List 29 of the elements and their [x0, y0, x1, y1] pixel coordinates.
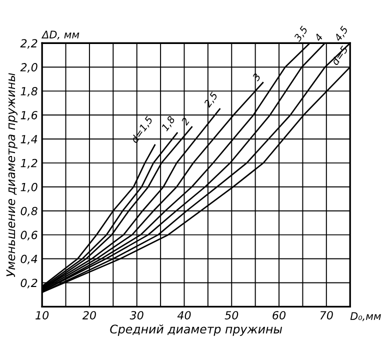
y-tick-label: 0,2 [20, 278, 38, 288]
text: 3 [252, 72, 262, 82]
text: 3,5 [293, 26, 309, 43]
text: ΔD, мм [41, 30, 80, 40]
x-tick-label: 20 [82, 311, 96, 320]
y-tick-label: 0,4 [20, 254, 38, 264]
y-tick-label: 0,6 [20, 230, 38, 240]
x-axis-title: Средний диаметр пружины [110, 324, 282, 336]
x-tick-label: 60 [272, 311, 286, 320]
x-tick-label: 70 [320, 311, 333, 320]
x-tick-label: 10 [36, 311, 49, 320]
y-tick-label: 0,8 [20, 206, 38, 216]
text: D₀,мм [350, 312, 381, 322]
text: 2 [180, 117, 190, 126]
y-tick-label: 1,8 [20, 87, 38, 97]
x-tick-label: 50 [224, 311, 238, 320]
y-tick-label: 1,2 [20, 158, 38, 168]
y-axis-title: Уменьшение диаметра пружины [6, 73, 18, 277]
y-tick-label: 1,0 [20, 182, 38, 192]
y-tick-label: 1,4 [20, 135, 38, 144]
y-tick-label: 1,6 [20, 110, 38, 121]
x-tick-label: 40 [177, 311, 191, 320]
text: 2,5 [203, 91, 219, 108]
x-tick-label: 30 [130, 311, 144, 320]
y-tick-label: 2,2 [20, 39, 38, 49]
text: 4 [314, 33, 323, 42]
y-tick-label: 2,0 [20, 63, 38, 73]
text: 1,8 [160, 115, 176, 132]
text: 4,5 [334, 26, 350, 42]
